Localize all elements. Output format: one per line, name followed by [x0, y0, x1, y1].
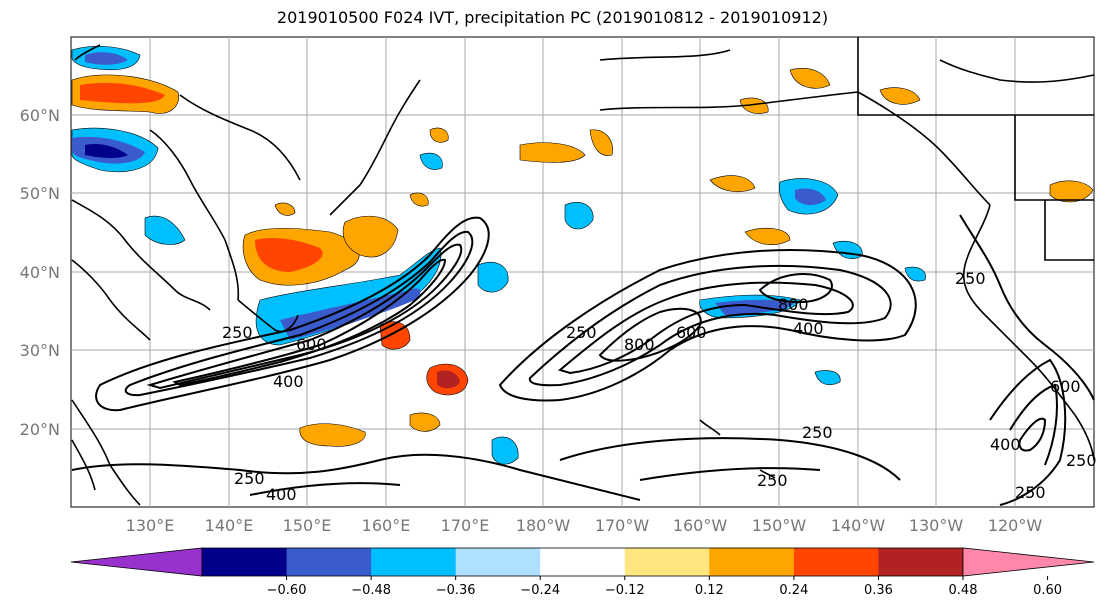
lon-label: 130°E [126, 516, 175, 535]
contour-label: 600 [676, 323, 707, 342]
colorbar-tick-label: 0.12 [695, 583, 724, 598]
lon-label: 140°W [831, 516, 886, 535]
lon-label: 150°W [752, 516, 807, 535]
colorbar-tick-label: −0.48 [351, 583, 391, 598]
map-title: 2019010500 F024 IVT, precipitation PC (2… [276, 8, 829, 27]
lon-label: 170°W [595, 516, 650, 535]
lat-label: 40°N [20, 263, 60, 282]
lon-label: 150°E [283, 516, 332, 535]
contour-labels: 250 600 400 250 400 250 600 800 800 400 … [222, 269, 1097, 504]
colorbar-tick-label: 0.48 [949, 583, 978, 598]
colorbar-bin [793, 548, 879, 576]
lon-label: 130°W [909, 516, 964, 535]
contour-label: 400 [273, 372, 304, 391]
map-panel: 250 600 400 250 400 250 600 800 800 400 … [70, 36, 1097, 508]
contour-label: 250 [566, 323, 597, 342]
lon-label: 120°W [988, 516, 1043, 535]
lat-label: 20°N [20, 420, 60, 439]
lon-label: 170°E [441, 516, 490, 535]
contour-label: 600 [296, 335, 327, 354]
colorbar-bin [624, 548, 710, 576]
contour-label: 250 [1015, 483, 1046, 502]
colorbar-tick-label: 0.60 [1033, 583, 1062, 598]
colorbar-bin [709, 548, 795, 576]
colorbar-bin [286, 548, 372, 576]
colorbar-tick-label: 0.24 [779, 583, 808, 598]
lon-label: 160°E [362, 516, 411, 535]
lon-label: 160°W [673, 516, 728, 535]
lat-label: 30°N [20, 341, 60, 360]
lat-label: 60°N [20, 106, 60, 125]
contour-label: 250 [222, 323, 253, 342]
coastlines [71, 37, 1095, 506]
latitude-labels: 60°N 50°N 40°N 30°N 20°N [20, 106, 60, 439]
ivt-contours [71, 214, 1095, 506]
contour-label: 400 [990, 435, 1021, 454]
colorbar [70, 547, 1095, 577]
colorbar-tick-label: −0.12 [605, 583, 645, 598]
contour-label: 400 [266, 485, 297, 504]
contour-label: 400 [793, 319, 824, 338]
longitude-labels: 130°E 140°E 150°E 160°E 170°E 180°W 170°… [126, 516, 1043, 535]
colorbar-bin [540, 548, 626, 576]
lon-label: 180°W [516, 516, 571, 535]
contour-label: 250 [955, 269, 986, 288]
colorbar-bin [202, 548, 288, 576]
lat-label: 50°N [20, 184, 60, 203]
contour-label: 800 [624, 335, 655, 354]
contour-label: 250 [1066, 451, 1097, 470]
colorbar-extend-max [962, 547, 1095, 577]
colorbar-tick-labels: −0.60 −0.48 −0.36 −0.24 −0.12 0.12 0.24 0.36 0.4… [267, 576, 1062, 598]
colorbar-tick-label: 0.36 [864, 583, 893, 598]
colorbar-extend-min [70, 547, 203, 577]
colorbar-bin [455, 548, 541, 576]
contour-label: 800 [778, 295, 809, 314]
lon-label: 140°E [205, 516, 254, 535]
contour-label: 250 [757, 471, 788, 490]
colorbar-tick-label: −0.60 [267, 583, 307, 598]
contour-label: 250 [234, 469, 265, 488]
colorbar-bin [878, 548, 964, 576]
contour-label: 600 [1050, 377, 1081, 396]
contour-label: 250 [802, 423, 833, 442]
colorbar-tick-label: −0.36 [436, 583, 476, 598]
colorbar-tick-label: −0.24 [520, 583, 560, 598]
colorbar-bin [371, 548, 457, 576]
